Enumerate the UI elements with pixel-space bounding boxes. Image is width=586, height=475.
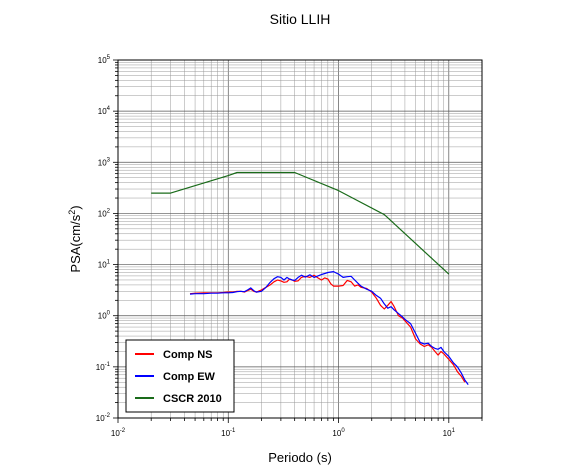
y-axis-label-sup: 2: [67, 210, 77, 215]
chart-title: Sitio LLIH: [270, 11, 331, 27]
y-tick-label: 101: [98, 260, 111, 270]
y-axis-label: PSA(cm/s2): [67, 205, 83, 272]
x-tick-label-exp: -2: [120, 428, 126, 434]
y-tick-label-exp: 1: [107, 260, 111, 266]
y-tick-label-exp: -1: [105, 362, 111, 368]
y-axis-label-main: PSA(cm/s: [68, 214, 83, 272]
y-tick-label-exp: 0: [107, 311, 111, 317]
y-tick-label-base: 10: [96, 363, 105, 372]
legend-label-comp-ns: Comp NS: [163, 349, 213, 361]
y-tick-label: 104: [98, 106, 111, 116]
y-tick-label-exp: 5: [107, 55, 111, 61]
legend-label-cscr-2010: CSCR 2010: [163, 393, 222, 405]
y-tick-label: 10-1: [96, 362, 111, 372]
x-tick-label: 101: [443, 428, 456, 438]
y-tick-label-base: 10: [98, 261, 107, 270]
y-axis-label-group: PSA(cm/s2): [67, 205, 83, 272]
x-ticks: 10-2 10-1 100 101: [111, 418, 483, 438]
series-line-comp-ew: [189, 271, 469, 385]
y-tick-label-base: 10: [98, 158, 107, 167]
x-tick-label-exp: 0: [341, 428, 345, 434]
legend-label-comp-ew: Comp EW: [163, 371, 216, 383]
y-tick-label-exp: -2: [105, 413, 111, 419]
series-layer: [151, 171, 469, 385]
x-tick-label: 10-2: [111, 428, 126, 438]
x-tick-label-exp: 1: [452, 428, 456, 434]
plot-frame: [117, 59, 483, 419]
x-tick-label-base: 10: [332, 429, 341, 438]
series-line-comp-ns: [189, 274, 466, 383]
grid: [117, 59, 483, 419]
series-line-cscr-2010: [151, 171, 450, 275]
y-tick-label-base: 10: [98, 107, 107, 116]
x-tick-label-base: 10: [221, 429, 230, 438]
y-tick-label: 100: [98, 311, 111, 321]
x-tick-label-base: 10: [111, 429, 120, 438]
y-tick-label-exp: 4: [107, 106, 111, 112]
y-tick-label: 10-2: [96, 413, 111, 423]
y-tick-label-exp: 3: [107, 157, 111, 163]
x-tick-label-base: 10: [443, 429, 452, 438]
y-tick-label-exp: 2: [107, 208, 111, 214]
y-tick-label: 102: [98, 208, 111, 218]
y-tick-label: 103: [98, 157, 111, 167]
x-axis-label: Periodo (s): [268, 450, 332, 465]
y-tick-label-base: 10: [96, 414, 105, 423]
y-tick-label-base: 10: [98, 56, 107, 65]
y-tick-label: 105: [98, 55, 111, 65]
x-tick-label: 10-1: [221, 428, 236, 438]
y-axis-label-close: ): [68, 205, 83, 209]
y-tick-label-base: 10: [98, 312, 107, 321]
x-tick-label-exp: -1: [230, 428, 236, 434]
x-tick-label: 100: [332, 428, 345, 438]
legend: Comp NS Comp EW CSCR 2010: [125, 339, 235, 413]
y-tick-label-base: 10: [98, 209, 107, 218]
